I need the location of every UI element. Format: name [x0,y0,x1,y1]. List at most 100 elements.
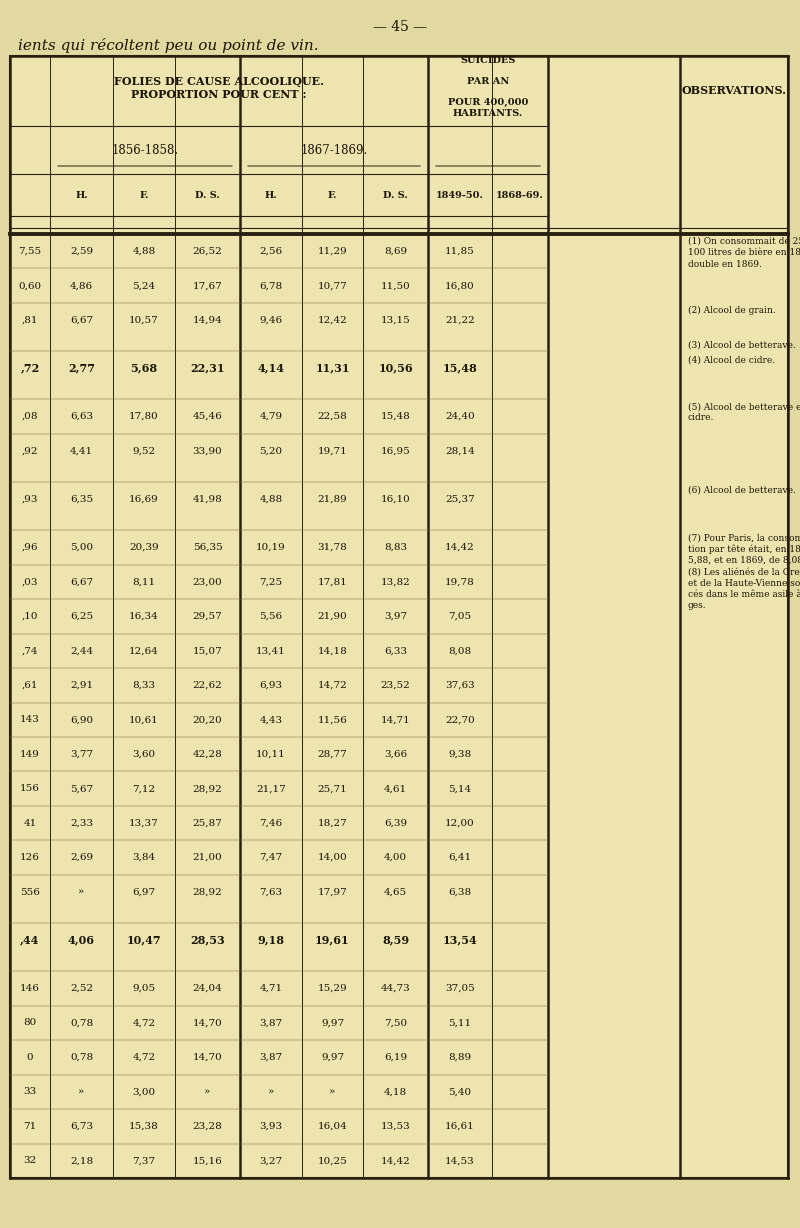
Text: 10,11: 10,11 [256,750,286,759]
Text: 14,72: 14,72 [318,680,347,690]
Text: D. S.: D. S. [383,190,408,199]
Text: 12,00: 12,00 [445,819,475,828]
Text: 33,90: 33,90 [193,447,222,456]
Text: ,03: ,03 [22,577,38,587]
Text: 13,53: 13,53 [381,1122,410,1131]
Text: 16,04: 16,04 [318,1122,347,1131]
Text: 2,52: 2,52 [70,984,93,993]
Text: 7,25: 7,25 [259,577,282,587]
Text: 28,92: 28,92 [193,888,222,896]
Text: 80: 80 [23,1018,37,1028]
Text: (2) Alcool de grain.: (2) Alcool de grain. [688,306,776,316]
Text: 6,78: 6,78 [259,281,282,290]
Text: (6) Alcool de betterave.: (6) Alcool de betterave. [688,485,796,494]
Text: 5,56: 5,56 [259,612,282,621]
Text: ,44: ,44 [20,935,40,946]
Text: 5,68: 5,68 [130,362,158,373]
Text: 9,97: 9,97 [321,1052,344,1062]
Text: 0: 0 [26,1052,34,1062]
Text: OBSERVATIONS.: OBSERVATIONS. [682,86,786,97]
Text: 10,19: 10,19 [256,543,286,553]
Text: 15,29: 15,29 [318,984,347,993]
Text: 2,69: 2,69 [70,853,93,862]
Text: 4,06: 4,06 [68,935,95,946]
Text: »: » [78,888,85,896]
Text: ,72: ,72 [20,362,40,373]
Text: 14,70: 14,70 [193,1018,222,1028]
Text: 3,77: 3,77 [70,750,93,759]
Text: 26,52: 26,52 [193,247,222,255]
Text: 17,81: 17,81 [318,577,347,587]
Text: 6,93: 6,93 [259,680,282,690]
Text: 2,77: 2,77 [68,362,95,373]
Text: 3,87: 3,87 [259,1052,282,1062]
Text: 42,28: 42,28 [193,750,222,759]
Text: 41,98: 41,98 [193,495,222,503]
Text: 1849-50.: 1849-50. [436,190,484,199]
Text: 21,22: 21,22 [445,316,475,324]
Text: 5,11: 5,11 [449,1018,471,1028]
Text: 28,14: 28,14 [445,447,475,456]
Text: 22,70: 22,70 [445,715,475,725]
Text: 9,05: 9,05 [133,984,155,993]
Text: FOLIES DE CAUSE ALCOOLIQUE.
PROPORTION POUR CENT :: FOLIES DE CAUSE ALCOOLIQUE. PROPORTION P… [114,76,324,99]
Text: ,10: ,10 [22,612,38,621]
Text: 3,93: 3,93 [259,1122,282,1131]
Text: H.: H. [265,190,278,199]
Text: 13,15: 13,15 [381,316,410,324]
Text: 11,29: 11,29 [318,247,347,255]
Text: 20,20: 20,20 [193,715,222,725]
Text: 7,63: 7,63 [259,888,282,896]
Text: H.: H. [75,190,88,199]
Text: 5,00: 5,00 [70,543,93,553]
Text: ients qui récoltent peu ou point de vin.: ients qui récoltent peu ou point de vin. [18,38,318,53]
Text: 4,43: 4,43 [259,715,282,725]
Text: 29,57: 29,57 [193,612,222,621]
Text: (7) Pour Paris, la consomma-
tion par tête était, en 1849, de
5,88, et en 1869, : (7) Pour Paris, la consomma- tion par tê… [688,533,800,565]
Text: 15,38: 15,38 [129,1122,159,1131]
Text: 44,73: 44,73 [381,984,410,993]
Text: 22,58: 22,58 [318,413,347,421]
Text: 17,80: 17,80 [129,413,159,421]
Text: 3,60: 3,60 [133,750,155,759]
Text: 7,12: 7,12 [133,785,155,793]
Text: 3,00: 3,00 [133,1087,155,1097]
Text: F.: F. [139,190,149,199]
Text: 33: 33 [23,1087,37,1097]
Text: 1867-1869.: 1867-1869. [300,144,368,156]
Text: 14,71: 14,71 [381,715,410,725]
Text: 22,31: 22,31 [190,362,225,373]
Text: 56,35: 56,35 [193,543,222,553]
Text: 3,84: 3,84 [133,853,155,862]
Text: 4,65: 4,65 [384,888,407,896]
Text: 2,33: 2,33 [70,819,93,828]
Text: 23,52: 23,52 [381,680,410,690]
Text: »: » [330,1087,336,1097]
Text: 146: 146 [20,984,40,993]
Text: 12,64: 12,64 [129,646,159,656]
Text: 37,05: 37,05 [445,984,475,993]
Text: 15,16: 15,16 [193,1157,222,1165]
Text: 6,25: 6,25 [70,612,93,621]
Text: 8,11: 8,11 [133,577,155,587]
Text: 5,20: 5,20 [259,447,282,456]
Text: 8,83: 8,83 [384,543,407,553]
Text: 16,69: 16,69 [129,495,159,503]
Text: 7,37: 7,37 [133,1157,155,1165]
Text: 7,50: 7,50 [384,1018,407,1028]
Text: 4,72: 4,72 [133,1018,155,1028]
Text: 4,41: 4,41 [70,447,93,456]
Text: 4,18: 4,18 [384,1087,407,1097]
Text: 6,63: 6,63 [70,413,93,421]
Text: ,08: ,08 [22,413,38,421]
Text: 37,63: 37,63 [445,680,475,690]
Text: 13,54: 13,54 [442,935,478,946]
Text: 16,61: 16,61 [445,1122,475,1131]
Text: 13,37: 13,37 [129,819,159,828]
Text: 4,71: 4,71 [259,984,282,993]
Text: 4,79: 4,79 [259,413,282,421]
Text: 143: 143 [20,715,40,725]
Text: 11,56: 11,56 [318,715,347,725]
Text: 6,33: 6,33 [384,646,407,656]
Text: (1) On consommait de 25 à
100 litres de bière en 1849 et le
double en 1869.: (1) On consommait de 25 à 100 litres de … [688,237,800,269]
